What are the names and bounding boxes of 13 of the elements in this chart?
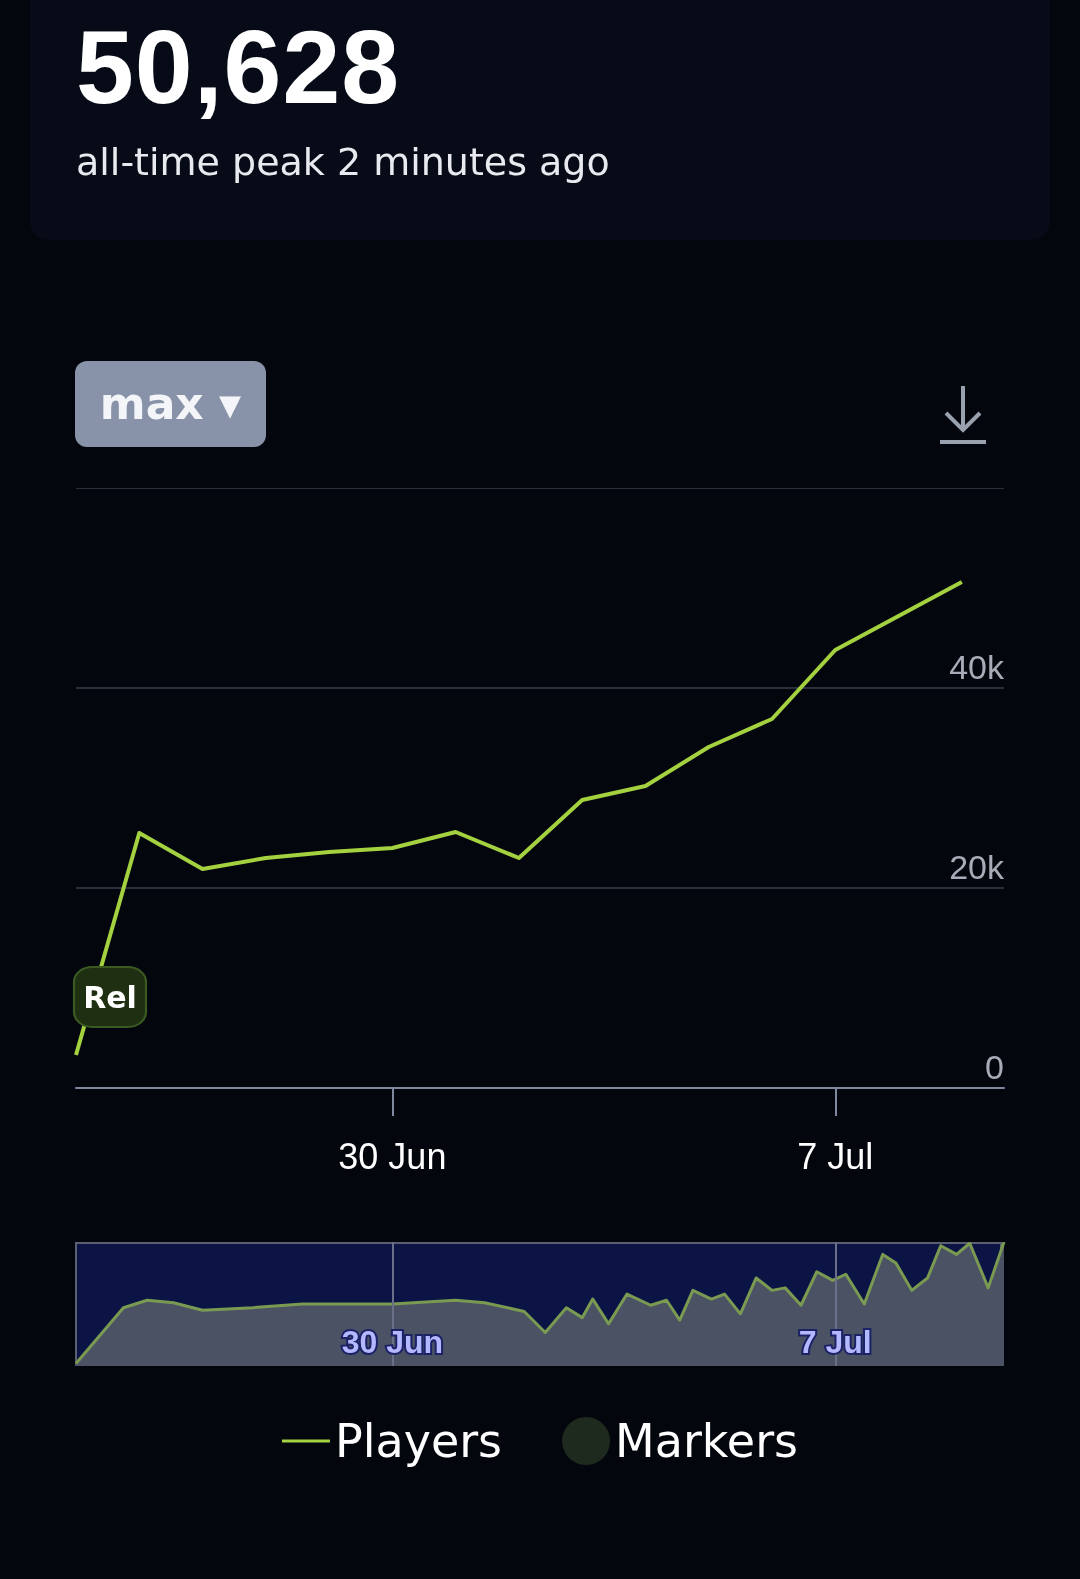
x-tick-label: 7 Jul	[797, 1135, 874, 1177]
x-tick-label: 30 Jun	[338, 1135, 447, 1177]
annotation: Rel	[83, 979, 137, 1015]
legend-label: Players	[334, 1414, 503, 1468]
chart-subtitle: all-time peak 2 minutes ago	[76, 140, 610, 184]
y-tick-label: 20k	[949, 848, 1005, 886]
y-tick-label: 40k	[949, 648, 1005, 686]
legend-label: Markers	[615, 1414, 799, 1468]
x-tick-label: 30 Jun	[341, 1324, 444, 1360]
chart-title: 50,628	[76, 8, 401, 127]
text: max ▾	[75, 361, 266, 447]
x-tick-label: 7 Jul	[798, 1324, 872, 1360]
y-tick-label: 0	[985, 1048, 1004, 1086]
